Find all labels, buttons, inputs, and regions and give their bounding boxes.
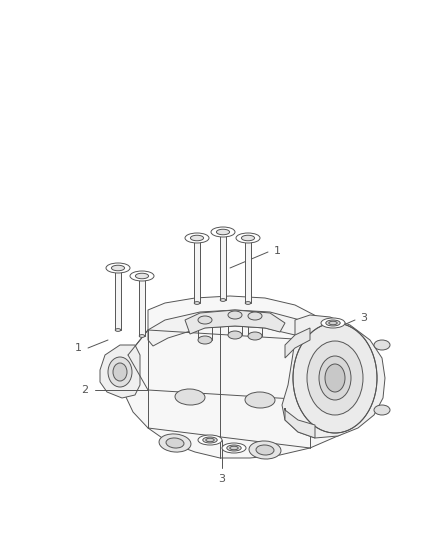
Ellipse shape: [228, 311, 242, 319]
Ellipse shape: [211, 227, 235, 237]
Ellipse shape: [191, 235, 204, 241]
Polygon shape: [100, 345, 140, 398]
Ellipse shape: [216, 229, 230, 235]
Ellipse shape: [241, 235, 254, 241]
Ellipse shape: [166, 438, 184, 448]
Ellipse shape: [108, 357, 132, 387]
Ellipse shape: [159, 434, 191, 452]
Polygon shape: [185, 310, 285, 334]
Bar: [194, 238, 200, 303]
Ellipse shape: [245, 302, 251, 304]
Ellipse shape: [374, 405, 390, 415]
Ellipse shape: [293, 323, 377, 433]
Ellipse shape: [139, 335, 145, 337]
Polygon shape: [282, 315, 385, 438]
Ellipse shape: [249, 441, 281, 459]
Ellipse shape: [256, 445, 274, 455]
Ellipse shape: [374, 340, 390, 350]
Ellipse shape: [230, 446, 238, 450]
Ellipse shape: [222, 443, 246, 453]
Ellipse shape: [135, 273, 148, 279]
Bar: [115, 268, 121, 330]
Ellipse shape: [198, 316, 212, 324]
Ellipse shape: [175, 389, 205, 405]
Ellipse shape: [206, 438, 214, 442]
Ellipse shape: [185, 233, 209, 243]
Ellipse shape: [220, 298, 226, 301]
Ellipse shape: [228, 331, 242, 339]
Bar: [245, 238, 251, 303]
Text: 3: 3: [360, 313, 367, 323]
Ellipse shape: [115, 329, 121, 332]
Ellipse shape: [194, 302, 200, 304]
Ellipse shape: [130, 271, 154, 281]
Ellipse shape: [319, 356, 351, 400]
Ellipse shape: [321, 318, 345, 328]
Text: 3: 3: [219, 474, 226, 484]
Polygon shape: [285, 408, 315, 438]
Ellipse shape: [227, 445, 241, 451]
Ellipse shape: [198, 435, 222, 445]
Polygon shape: [122, 296, 368, 458]
Ellipse shape: [198, 336, 212, 344]
Bar: [220, 232, 226, 300]
Ellipse shape: [329, 321, 337, 325]
Ellipse shape: [106, 263, 130, 273]
Ellipse shape: [203, 437, 217, 443]
Text: 2: 2: [81, 385, 88, 395]
Ellipse shape: [111, 265, 124, 271]
Text: 1: 1: [75, 343, 82, 353]
Ellipse shape: [248, 312, 262, 320]
Text: 1: 1: [274, 246, 281, 256]
Ellipse shape: [248, 332, 262, 340]
Bar: [139, 276, 145, 336]
Ellipse shape: [236, 233, 260, 243]
Ellipse shape: [113, 363, 127, 381]
Ellipse shape: [245, 392, 275, 408]
Ellipse shape: [307, 341, 363, 415]
Ellipse shape: [326, 320, 340, 326]
Ellipse shape: [325, 364, 345, 392]
Polygon shape: [148, 310, 318, 346]
Polygon shape: [285, 328, 310, 358]
